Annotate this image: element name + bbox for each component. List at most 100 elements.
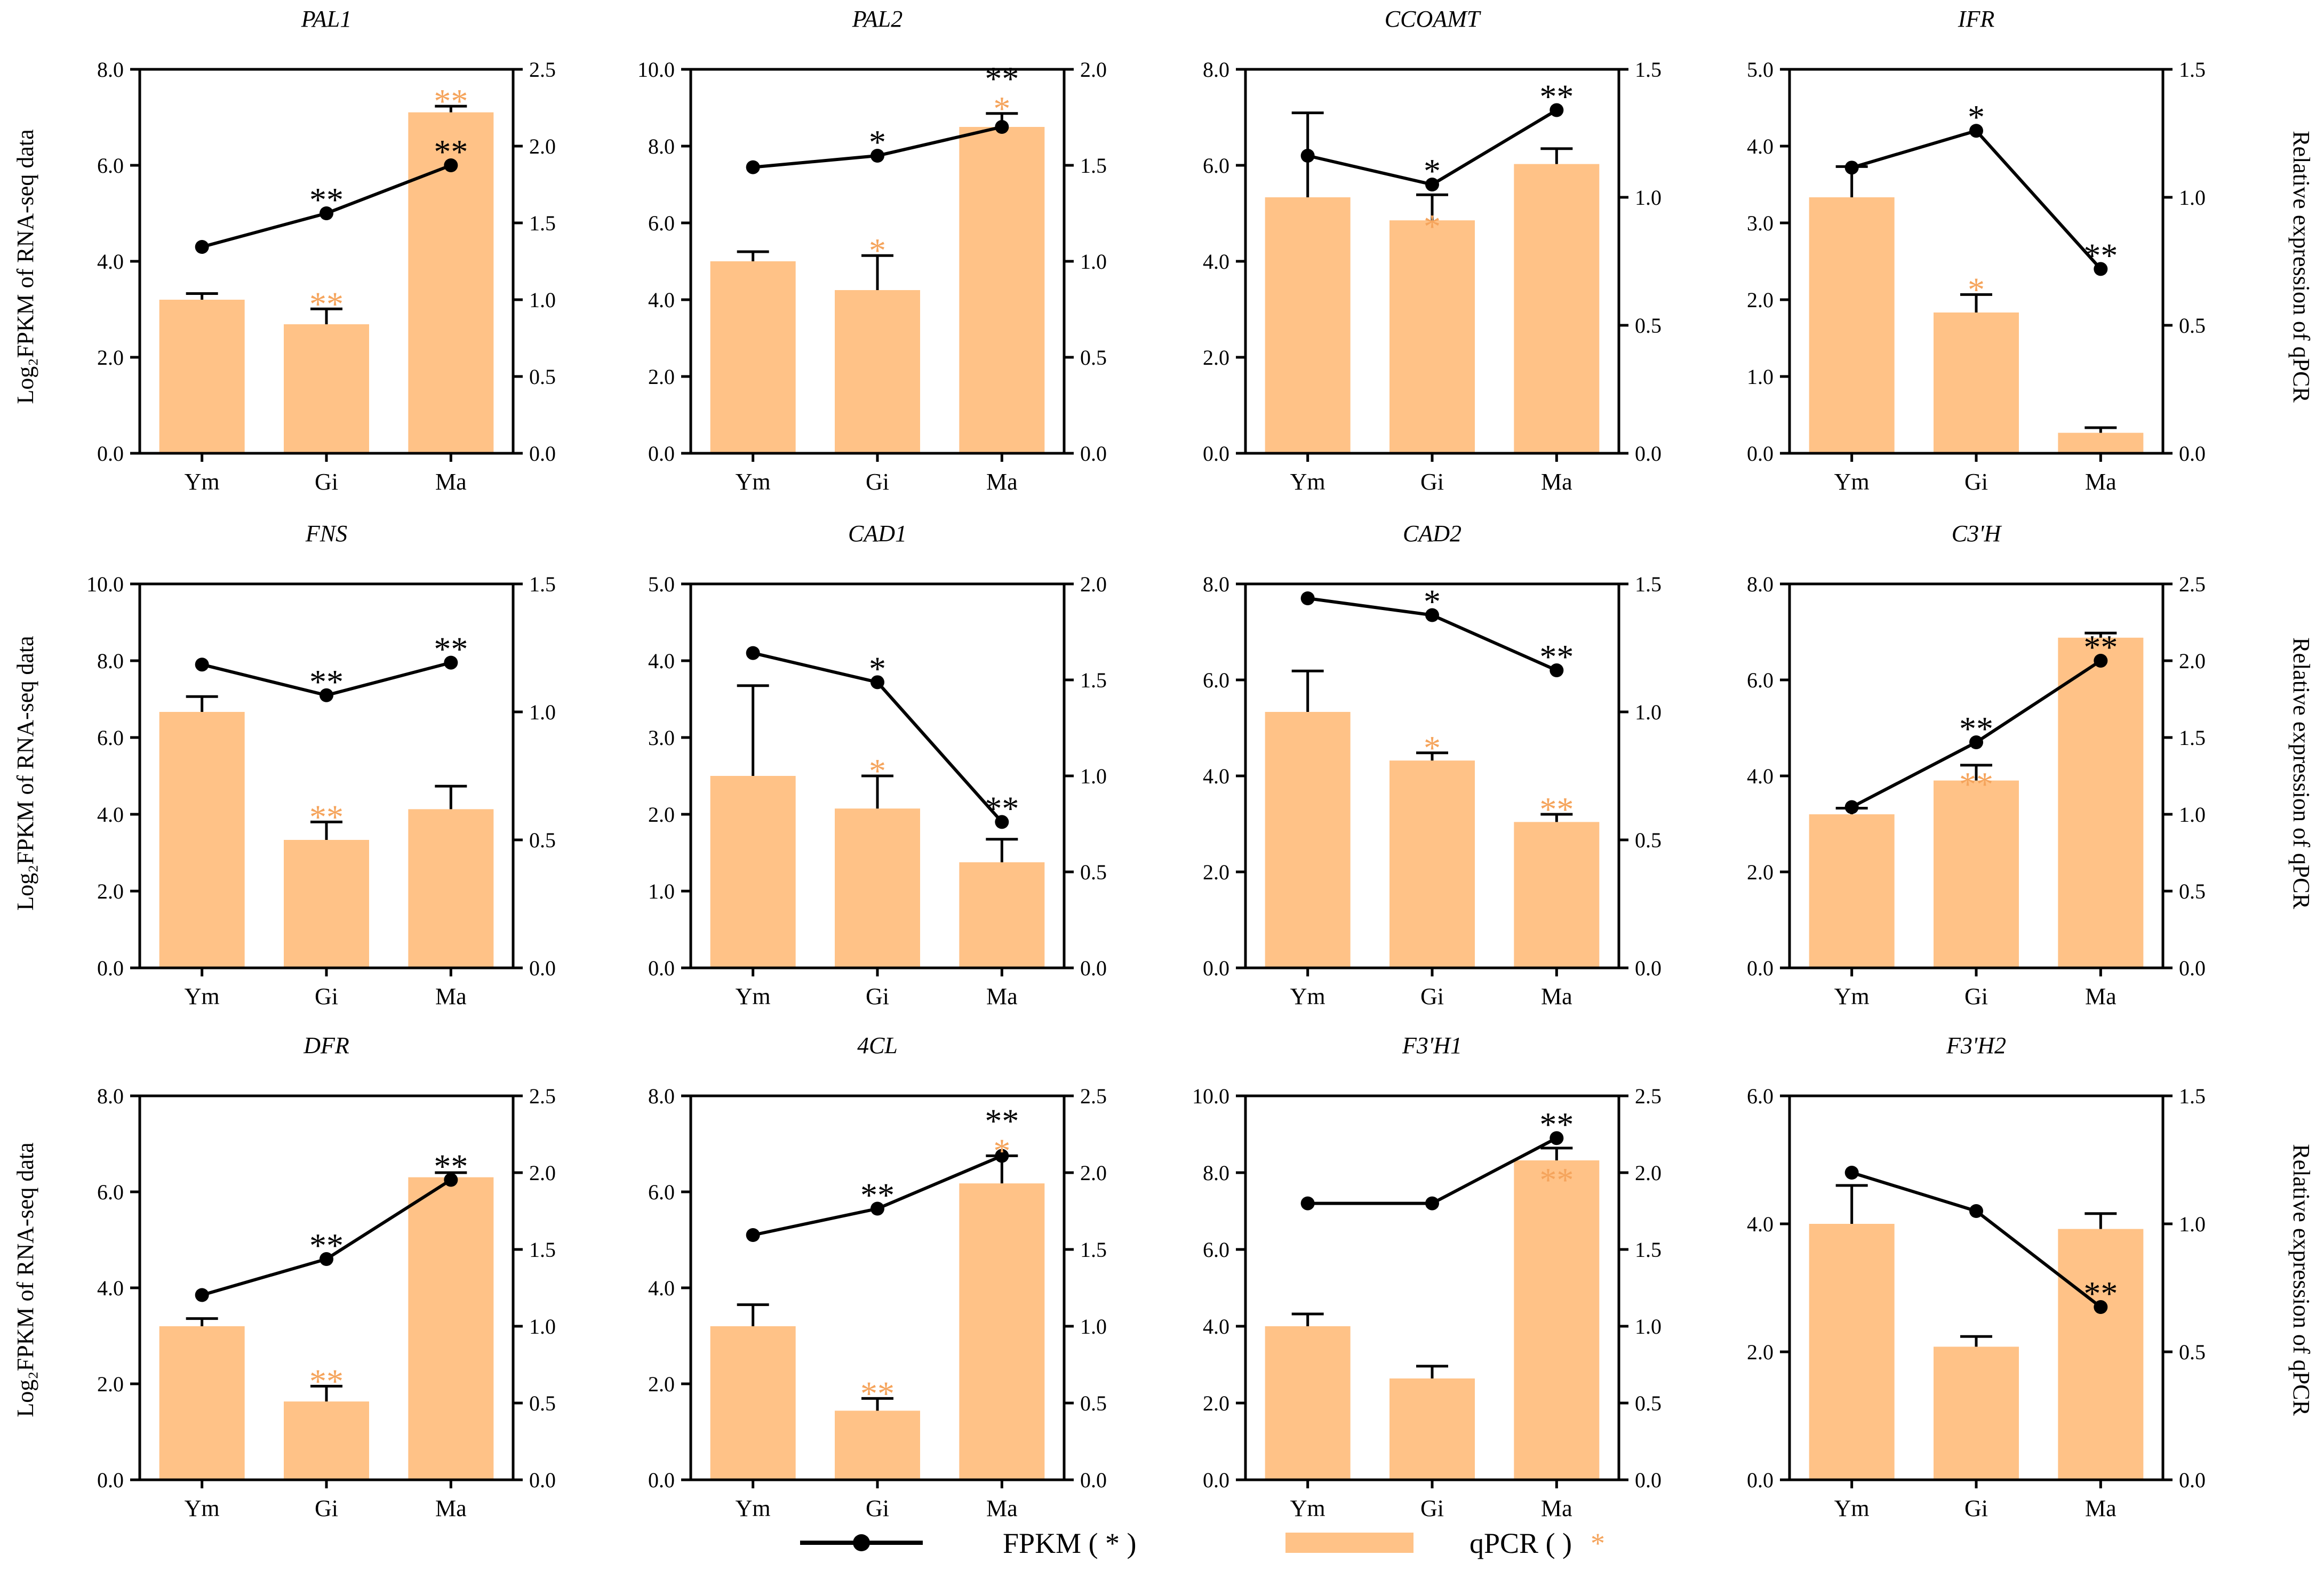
qpcr-bar: [2058, 637, 2144, 968]
x-tick-label: Ma: [2085, 1495, 2117, 1521]
left-tick-label: 10.0: [637, 58, 675, 82]
fpkm-point: [995, 1149, 1009, 1163]
x-tick-label: Gi: [1420, 983, 1444, 1009]
chart-3: IFR 0.0 1.0 2.0 3.0 4.0 5.0 0.0 0.5 1.0 1.5 Ym Gi Ma *…: [1747, 6, 2206, 495]
qpcr-significance: **: [309, 798, 344, 836]
fpkm-significance: **: [860, 1176, 895, 1214]
right-tick-label: 0.0: [1635, 1468, 1662, 1492]
left-tick-label: 6.0: [97, 726, 124, 750]
left-tick-label: 0.0: [97, 1468, 124, 1492]
right-tick-label: 1.5: [1080, 668, 1107, 692]
right-tick-label: 2.0: [529, 134, 556, 158]
right-tick-label: 0.0: [529, 1468, 556, 1492]
right-tick-label: 0.5: [1080, 860, 1107, 884]
right-tick-label: 1.5: [1080, 154, 1107, 178]
left-tick-label: 2.0: [97, 1372, 124, 1396]
chart-title: 4CL: [857, 1032, 898, 1059]
left-tick-label: 2.0: [1203, 346, 1229, 370]
qpcr-bar: [2058, 1229, 2144, 1480]
left-tick-label: 6.0: [1203, 1238, 1229, 1262]
chart-7: C3'H 0.0 2.0 4.0 6.0 8.0 0.0 0.5 1.0 1.5 2.0 2.5 Ym G…: [1747, 520, 2206, 1009]
left-tick-label: 4.0: [97, 250, 124, 274]
fpkm-point: [2094, 262, 2108, 276]
left-tick-label: 2.0: [1747, 288, 1774, 312]
qpcr-bar: [408, 1177, 494, 1480]
right-tick-label: 0.5: [1635, 314, 1662, 338]
qpcr-bar: [408, 809, 494, 968]
right-tick-label: 1.0: [1080, 764, 1107, 788]
left-tick-label: 6.0: [648, 211, 675, 235]
left-tick-label: 8.0: [648, 134, 675, 158]
fpkm-point: [444, 158, 458, 172]
fpkm-significance: **: [1959, 710, 1993, 748]
right-tick-label: 0.5: [529, 365, 556, 389]
left-tick-label: 2.0: [1203, 860, 1229, 884]
right-tick-label: 2.5: [1080, 1084, 1107, 1108]
fpkm-significance: **: [434, 630, 468, 668]
qpcr-bar: [2058, 432, 2144, 453]
fpkm-significance: **: [985, 1102, 1019, 1140]
right-tick-label: 0.5: [529, 1391, 556, 1415]
x-tick-label: Ma: [986, 469, 1018, 495]
chart-title: IFR: [1958, 6, 1995, 32]
x-tick-label: Ym: [736, 469, 771, 495]
left-tick-label: 6.0: [1203, 154, 1229, 178]
left-tick-label: 4.0: [1203, 250, 1229, 274]
chart-10: F3'H1 0.0 2.0 4.0 6.0 8.0 10.0 0.0 0.5 1.0 1.5 2.0 2…: [1192, 1032, 1662, 1521]
right-tick-label: 0.5: [2179, 314, 2206, 338]
qpcr-bar: [159, 1326, 245, 1480]
fpkm-significance: *: [1424, 583, 1441, 621]
qpcr-bar: [159, 712, 245, 968]
qpcr-bar: [1809, 814, 1895, 968]
right-tick-label: 0.5: [1080, 1391, 1107, 1415]
left-tick-label: 2.0: [1747, 1340, 1774, 1364]
left-tick-label: 6.0: [648, 1180, 675, 1204]
left-tick-label: 4.0: [648, 1276, 675, 1300]
fpkm-significance: **: [309, 181, 344, 219]
x-tick-label: Ym: [1290, 1495, 1325, 1521]
x-tick-label: Ma: [1541, 983, 1572, 1009]
left-tick-label: 0.0: [1203, 442, 1229, 466]
right-tick-label: 2.5: [1635, 1084, 1662, 1108]
legend-fpkm-label: FPKM ( * ): [1003, 1527, 1137, 1559]
right-tick-label: 0.0: [1635, 956, 1662, 980]
fpkm-point: [1844, 800, 1859, 814]
x-tick-label: Gi: [866, 983, 889, 1009]
right-tick-label: 1.0: [2179, 1212, 2206, 1236]
left-tick-label: 8.0: [97, 1084, 124, 1108]
right-axis-label-row1: Relative expression of qPCR: [2288, 131, 2314, 403]
right-tick-label: 1.0: [529, 1314, 556, 1338]
right-tick-label: 1.5: [1635, 58, 1662, 82]
right-tick-label: 0.0: [2179, 956, 2206, 980]
fpkm-point: [2094, 1300, 2108, 1314]
chart-9: 4CL 0.0 2.0 4.0 6.0 8.0 0.0 0.5 1.0 1.5 2.0 2.5 Ym Gi…: [648, 1032, 1107, 1521]
chart-4: FNS 0.0 2.0 4.0 6.0 8.0 10.0 0.0 0.5 1.0 1.5 Ym Gi Ma…: [86, 520, 556, 1009]
left-tick-label: 10.0: [86, 572, 124, 596]
fpkm-point: [1844, 1166, 1859, 1180]
chart-5: CAD1 0.0 1.0 2.0 3.0 4.0 5.0 0.0 0.5 1.0 1.5 2.0 Ym G…: [648, 520, 1107, 1009]
right-tick-label: 1.5: [529, 572, 556, 596]
right-tick-label: 0.0: [1080, 1468, 1107, 1492]
x-tick-label: Gi: [1964, 983, 1988, 1009]
right-tick-label: 1.5: [2179, 58, 2206, 82]
fpkm-point: [1425, 608, 1439, 622]
left-tick-label: 4.0: [1203, 1314, 1229, 1338]
chart-8: DFR 0.0 2.0 4.0 6.0 8.0 0.0 0.5 1.0 1.5 2.0 2.5 Ym Gi…: [97, 1032, 556, 1521]
left-tick-label: 4.0: [1747, 134, 1774, 158]
right-tick-label: 2.0: [1635, 1161, 1662, 1185]
fpkm-point: [1550, 663, 1564, 677]
left-tick-label: 6.0: [1203, 668, 1229, 692]
left-tick-label: 2.0: [97, 346, 124, 370]
right-tick-label: 0.5: [1635, 828, 1662, 852]
left-tick-label: 4.0: [97, 803, 124, 827]
x-tick-label: Ma: [435, 983, 467, 1009]
fpkm-point: [195, 240, 209, 254]
right-tick-label: 0.0: [1635, 442, 1662, 466]
qpcr-significance: **: [1539, 1161, 1574, 1199]
fpkm-point: [1844, 161, 1859, 175]
x-tick-label: Ym: [736, 1495, 771, 1521]
right-tick-label: 0.5: [1635, 1391, 1662, 1415]
fpkm-significance: **: [2083, 1275, 2118, 1312]
